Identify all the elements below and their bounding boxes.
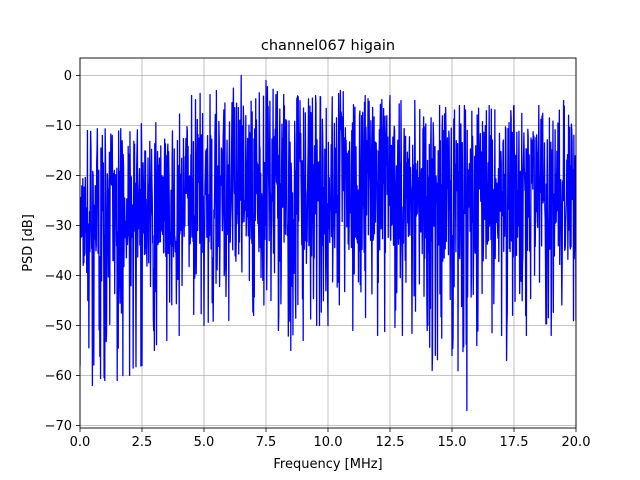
x-tick-label: 2.5 [132, 435, 153, 450]
y-axis-label: PSD [dB] [21, 214, 36, 272]
y-tick-label: −30 [45, 219, 72, 234]
psd-series-line [80, 74, 576, 412]
x-tick-label: 17.5 [500, 435, 529, 450]
series-layer [80, 74, 576, 412]
x-tick-label: 12.5 [376, 435, 405, 450]
x-tick-label: 15.0 [438, 435, 467, 450]
y-tick-label: −60 [45, 369, 72, 384]
x-axis-label: Frequency [MHz] [273, 457, 382, 472]
x-tick-label: 10.0 [314, 435, 343, 450]
chart-title: channel067 higain [261, 38, 395, 54]
ticks-layer: 0.0 2.5 5.0 7.5 10.0 12.5 15.0 17.5 20.0 0 −10 −20 −… [45, 69, 591, 450]
y-tick-label: −10 [45, 119, 72, 134]
y-tick-label: −50 [45, 319, 72, 334]
x-tick-label: 0.0 [70, 435, 91, 450]
y-tick-label: 0 [64, 69, 72, 84]
x-tick-label: 7.5 [256, 435, 277, 450]
plot-frame [79, 57, 577, 429]
y-tick-label: −70 [45, 419, 72, 434]
x-tick-label: 20.0 [562, 435, 591, 450]
x-tick-label: 5.0 [194, 435, 215, 450]
y-tick-label: −20 [45, 169, 72, 184]
y-tick-label: −40 [45, 269, 72, 284]
